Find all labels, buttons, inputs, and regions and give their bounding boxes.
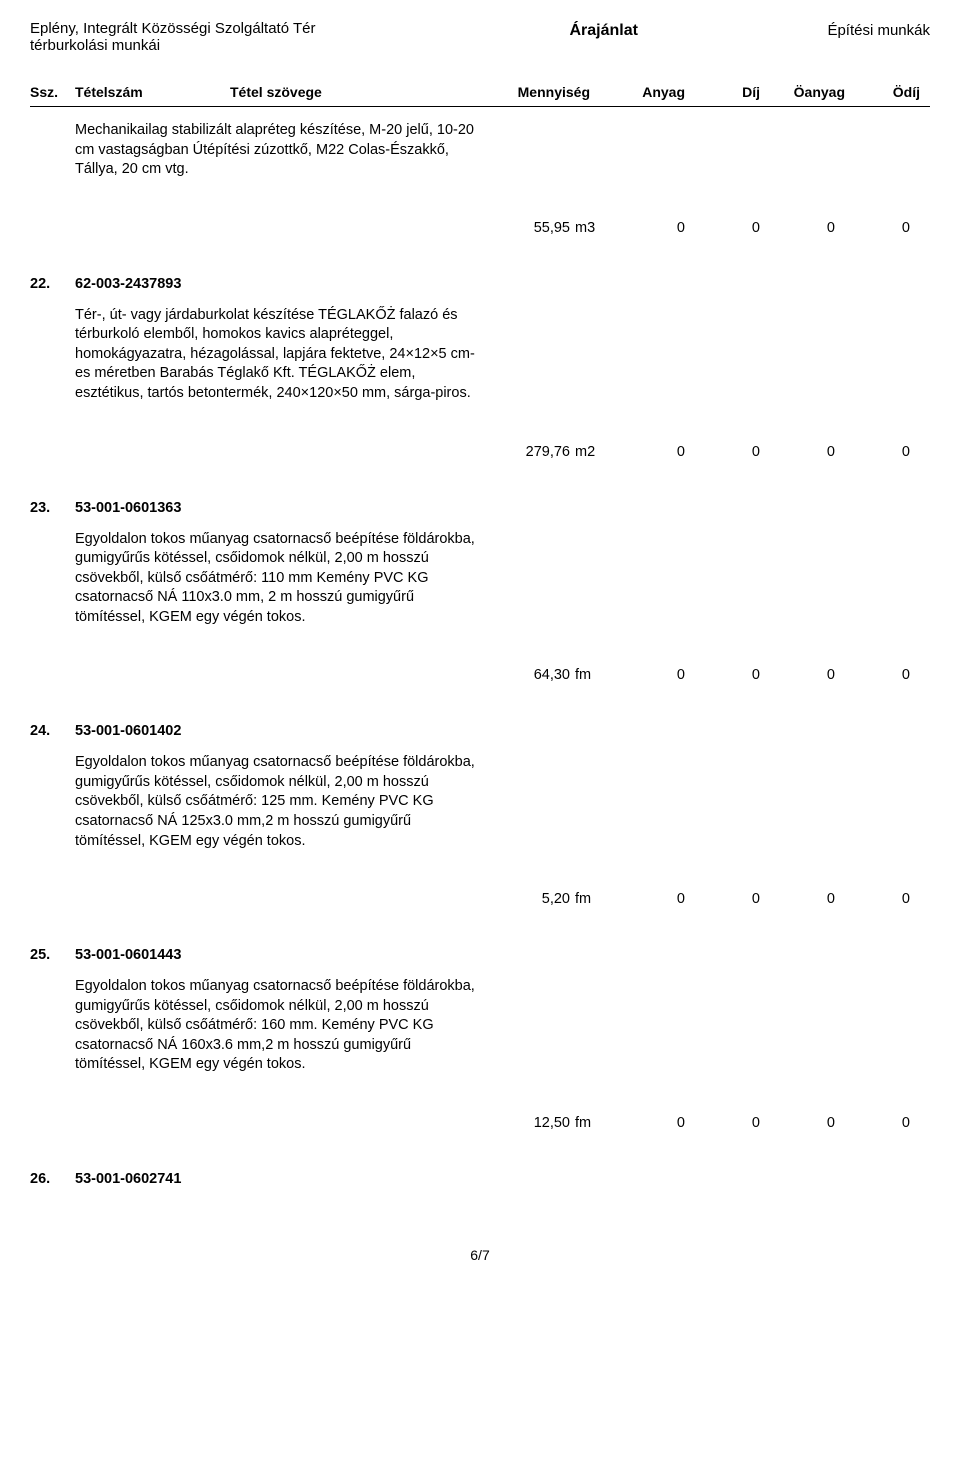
measure-spacer — [30, 220, 510, 236]
measure-spacer — [30, 667, 510, 683]
measure-anyag: 0 — [610, 220, 685, 236]
measure-anyag: 0 — [610, 1115, 685, 1131]
intro-desc: Mechanikailag stabilizált alapréteg kész… — [75, 121, 485, 180]
measure-oanyag: 0 — [760, 220, 835, 236]
item-head: 24.53-001-0601402 — [30, 723, 930, 739]
measure-dij: 0 — [685, 444, 760, 460]
measure-dij: 0 — [685, 1115, 760, 1131]
measure-dij: 0 — [685, 891, 760, 907]
item-head: 26.53-001-0602741 — [30, 1171, 930, 1187]
col-mennyiseg: Mennyiség — [510, 84, 610, 100]
measure-odij: 0 — [835, 667, 910, 683]
col-odij: Ödíj — [845, 84, 920, 100]
measure-oanyag: 0 — [760, 444, 835, 460]
col-szoveg: Tétel szövege — [230, 84, 510, 100]
item-desc: Tér-, út- vagy járdaburkolat készítése T… — [75, 306, 485, 404]
item-desc: Egyoldalon tokos műanyag csatornacső beé… — [75, 977, 485, 1075]
measure-qty: 12,50 — [510, 1115, 570, 1131]
measure-dij: 0 — [685, 220, 760, 236]
measure-anyag: 0 — [610, 667, 685, 683]
measure-qty: 5,20 — [510, 891, 570, 907]
item-desc: Egyoldalon tokos műanyag csatornacső beé… — [75, 530, 485, 628]
measure-unit: m2 — [570, 444, 610, 460]
item-number: 24. — [30, 723, 75, 739]
measure-spacer — [30, 891, 510, 907]
page-header: Eplény, Integrált Közösségi Szolgáltató … — [30, 20, 930, 54]
header-center: Árajánlat — [569, 20, 637, 40]
measure-odij: 0 — [835, 891, 910, 907]
measure-spacer — [30, 1115, 510, 1131]
item-number: 23. — [30, 500, 75, 516]
col-anyag: Anyag — [610, 84, 685, 100]
item-head: 23.53-001-0601363 — [30, 500, 930, 516]
measure-qty: 279,76 — [510, 444, 570, 460]
header-right: Építési munkák — [827, 20, 930, 39]
measure-oanyag: 0 — [760, 667, 835, 683]
measure-qty: 55,95 — [510, 220, 570, 236]
measure-row: 279,76m20000 — [30, 444, 930, 460]
measure-unit: fm — [570, 891, 610, 907]
header-left: Eplény, Integrált Közösségi Szolgáltató … — [30, 20, 380, 54]
item-code: 53-001-0602741 — [75, 1171, 275, 1187]
measure-odij: 0 — [835, 1115, 910, 1131]
item-code: 62-003-2437893 — [75, 276, 275, 292]
item-head: 25.53-001-0601443 — [30, 947, 930, 963]
measure-odij: 0 — [835, 220, 910, 236]
item-code: 53-001-0601443 — [75, 947, 275, 963]
intro-measure-row: 55,95 m3 0 0 0 0 — [30, 220, 930, 236]
item-head: 22.62-003-2437893 — [30, 276, 930, 292]
item-number: 22. — [30, 276, 75, 292]
measure-row: 12,50fm0000 — [30, 1115, 930, 1131]
measure-unit: m3 — [570, 220, 610, 236]
col-oanyag: Öanyag — [760, 84, 845, 100]
item-desc: Egyoldalon tokos műanyag csatornacső beé… — [75, 753, 485, 851]
item-number: 26. — [30, 1171, 75, 1187]
measure-oanyag: 0 — [760, 891, 835, 907]
col-ssz: Ssz. — [30, 84, 75, 100]
measure-unit: fm — [570, 667, 610, 683]
item-code: 53-001-0601363 — [75, 500, 275, 516]
measure-oanyag: 0 — [760, 1115, 835, 1131]
measure-anyag: 0 — [610, 891, 685, 907]
page-footer: 6/7 — [30, 1247, 930, 1263]
measure-dij: 0 — [685, 667, 760, 683]
item-code: 53-001-0601402 — [75, 723, 275, 739]
item-number: 25. — [30, 947, 75, 963]
measure-qty: 64,30 — [510, 667, 570, 683]
measure-row: 64,30fm0000 — [30, 667, 930, 683]
measure-spacer — [30, 444, 510, 460]
col-tetelszam: Tételszám — [75, 84, 230, 100]
column-headers: Ssz. Tételszám Tétel szövege Mennyiség A… — [30, 84, 930, 107]
measure-odij: 0 — [835, 444, 910, 460]
measure-unit: fm — [570, 1115, 610, 1131]
measure-row: 5,20fm0000 — [30, 891, 930, 907]
measure-anyag: 0 — [610, 444, 685, 460]
col-dij: Díj — [685, 84, 760, 100]
